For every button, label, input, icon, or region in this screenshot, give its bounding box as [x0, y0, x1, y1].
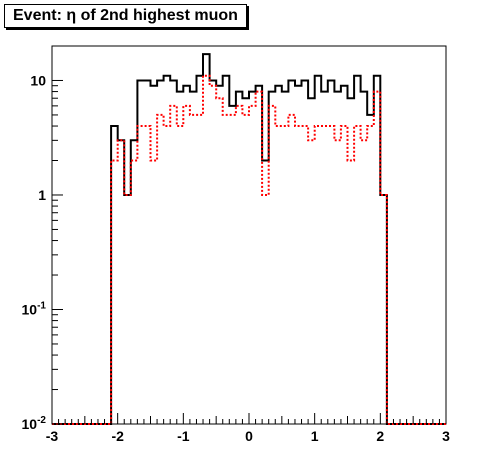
x-axis: -3 -2 -1 0 1 2 3	[46, 413, 450, 444]
series-line-red	[52, 74, 446, 425]
x-tick-label: 1	[311, 428, 319, 444]
y-axis: 10-2 10-1 1 10	[22, 45, 63, 432]
x-tick-label: -3	[46, 428, 59, 444]
x-tick-label: 0	[245, 428, 253, 444]
y-tick-label: 10-2	[22, 415, 47, 432]
x-tick-label: -2	[111, 428, 124, 444]
chart-title: Event: η of 2nd highest muon	[13, 7, 238, 24]
series-line-black	[52, 53, 446, 425]
y-tick-label: 10-1	[22, 300, 47, 317]
x-tick-label: -1	[177, 428, 190, 444]
x-tick-label: 2	[376, 428, 384, 444]
y-tick-label: 1	[38, 187, 46, 203]
x-tick-label: 3	[442, 428, 450, 444]
y-tick-label: 10	[30, 72, 46, 88]
series-layer	[52, 53, 446, 425]
chart-title-box: Event: η of 2nd highest muon	[4, 4, 247, 28]
